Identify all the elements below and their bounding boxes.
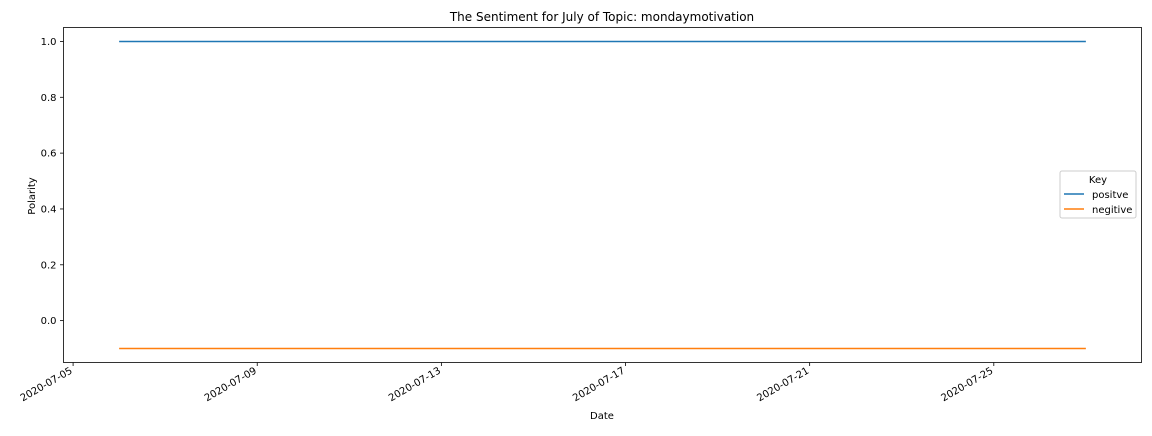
y-tick-label: 0.4 — [41, 204, 57, 215]
y-tick-label: 0.2 — [41, 260, 57, 271]
chart-title: The Sentiment for July of Topic: mondaym… — [449, 10, 754, 24]
x-tick-label: 2020-07-13 — [387, 366, 443, 405]
legend-label-positve: positve — [1092, 190, 1128, 201]
series-layer — [119, 40, 1086, 350]
x-tick-label: 2020-07-09 — [203, 366, 259, 405]
legend-frame — [1059, 170, 1137, 219]
y-tick-label: 0.0 — [41, 316, 57, 327]
plot-background — [63, 27, 1142, 363]
x-tick-label: 2020-07-17 — [571, 366, 627, 405]
x-axis-title: Date — [590, 411, 614, 422]
legend-label-negitive: negitive — [1092, 205, 1132, 216]
y-tick-label: 0.8 — [41, 93, 57, 104]
y-tick-label: 1.0 — [41, 37, 57, 48]
x-tick-label: 2020-07-25 — [939, 366, 995, 405]
x-tick-label: 2020-07-21 — [755, 366, 811, 405]
y-axis-title: Polarity — [27, 177, 38, 215]
x-tick-label: 2020-07-05 — [19, 366, 75, 405]
legend: Key positve negitive — [1059, 170, 1137, 219]
legend-title: Key — [1089, 175, 1107, 186]
y-tick-label: 0.6 — [41, 149, 57, 160]
plot-frame — [63, 27, 1142, 363]
